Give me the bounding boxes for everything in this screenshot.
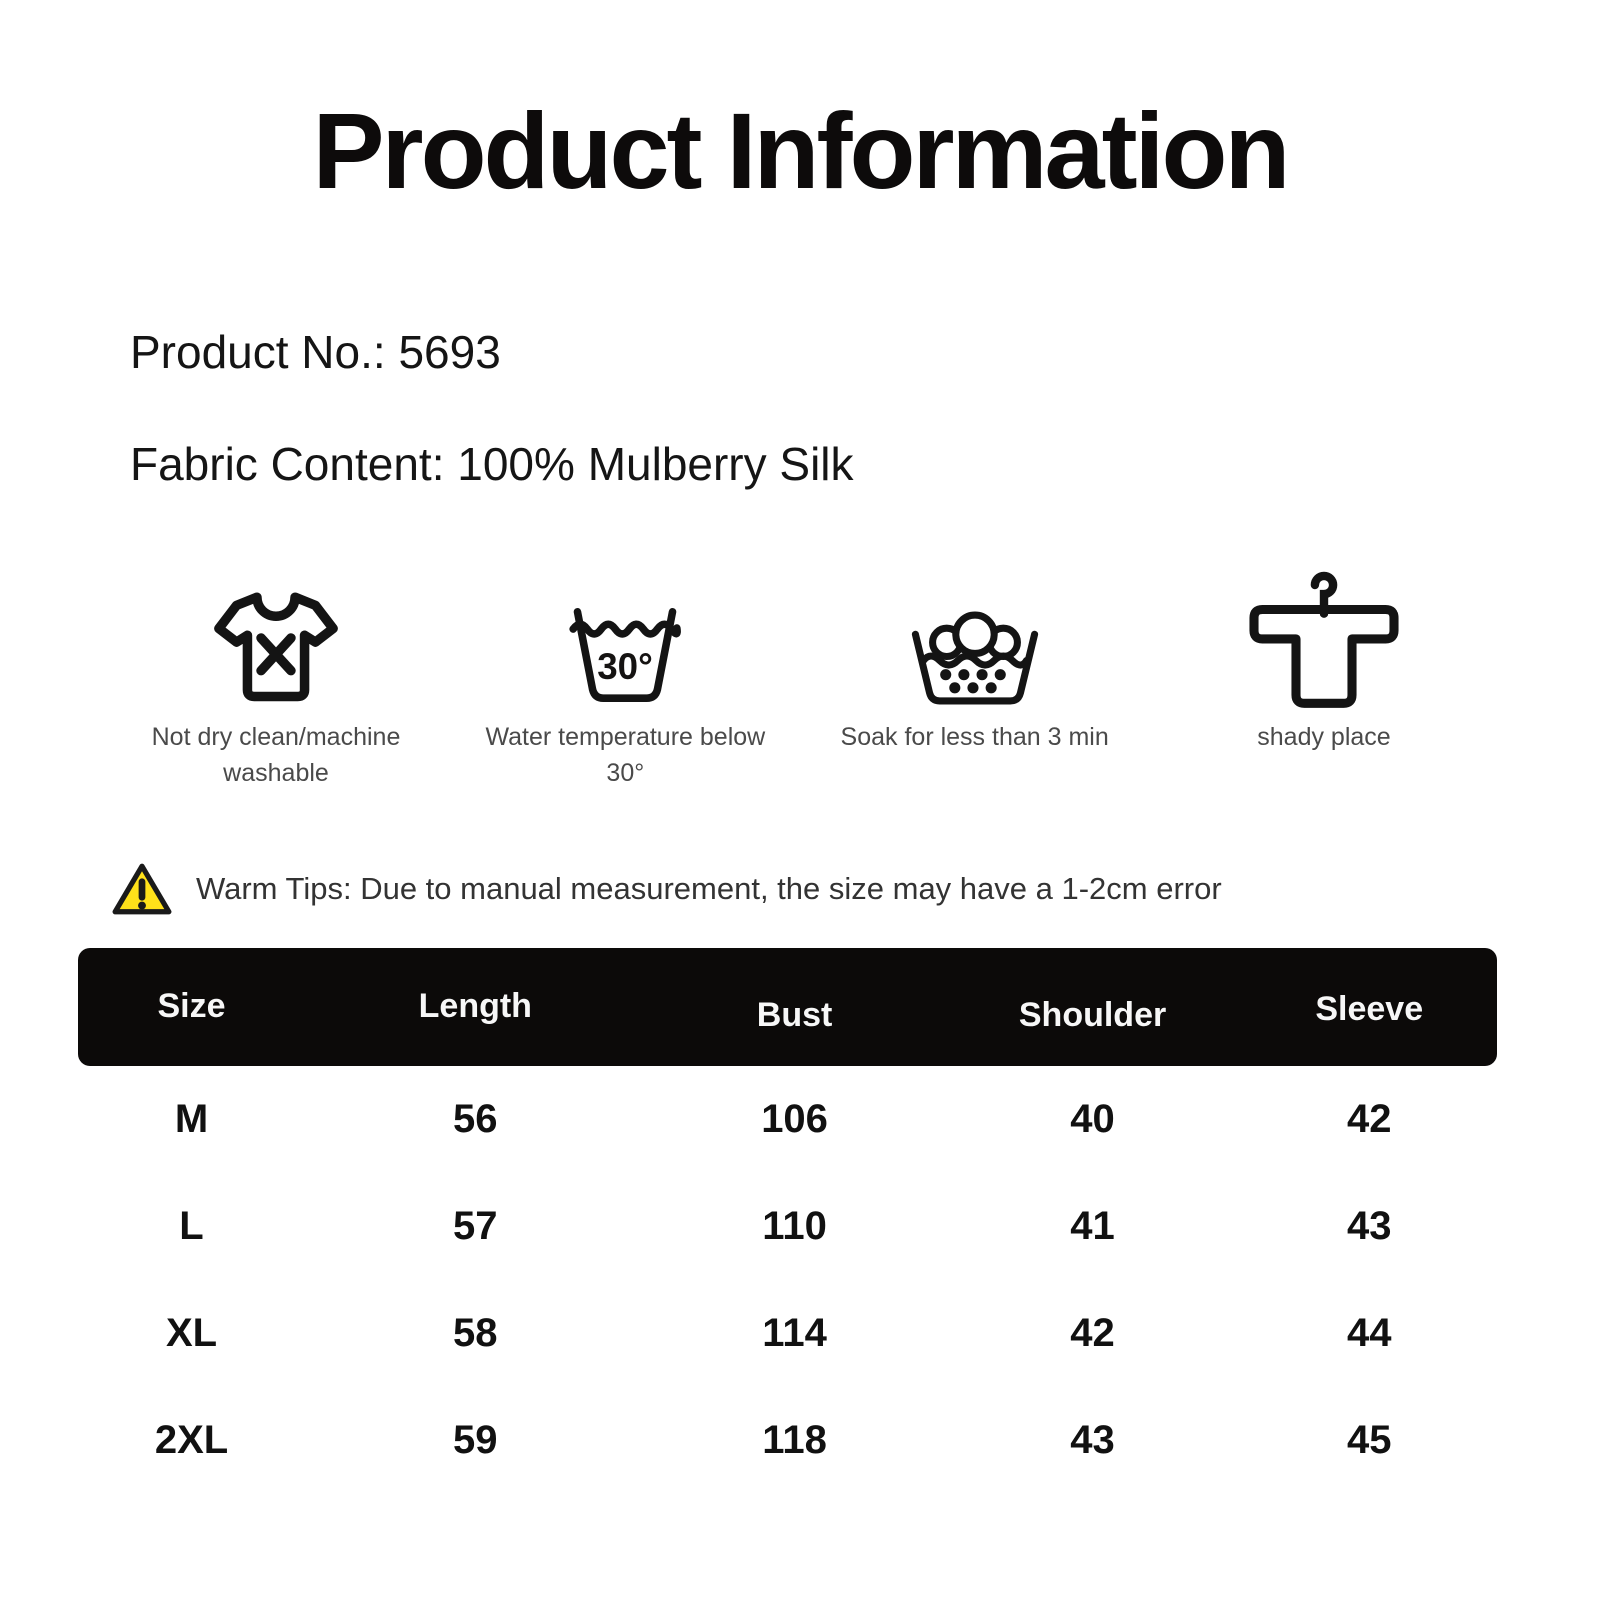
care-instructions-row: Not dry clean/machine washable 30° Water… [0,551,1600,792]
fabric-content-value: 100% Mulberry Silk [457,438,854,490]
care-caption: shady place [1257,723,1391,751]
hanger-icon [1240,551,1408,709]
size-chart-table: Size Length Bust Shoulder Sleeve M 56 10… [78,947,1497,1494]
cell-shoulder: 43 [1070,1417,1115,1462]
cell-length: 57 [453,1203,498,1248]
cell-length: 59 [453,1417,498,1462]
warning-text: Warm Tips: Due to manual measurement, th… [196,870,1222,906]
table-row: M 56 106 40 42 [78,1066,1497,1173]
product-info-block: Product No.: 5693 Fabric Content: 100% M… [130,325,1600,491]
care-caption: Not dry clean/machine washable [151,723,401,788]
fabric-content-line: Fabric Content: 100% Mulberry Silk [130,437,1600,491]
cell-size: L [179,1203,204,1248]
cell-bust: 106 [761,1096,828,1141]
table-row: 2XL 59 118 43 45 [78,1387,1497,1494]
fabric-content-label: Fabric Content: [130,438,445,490]
size-table-header: Size Length Bust Shoulder Sleeve [78,947,1497,1066]
care-caption: Soak for less than 3 min [840,723,1109,751]
water-temp-badge: 30° [598,646,654,687]
header-size: Size [157,987,226,1025]
cell-sleeve: 44 [1347,1310,1392,1355]
page-title: Product Information [312,90,1291,211]
cell-shoulder: 42 [1070,1310,1115,1355]
table-row: XL 58 114 42 44 [78,1280,1497,1387]
cell-length: 58 [453,1310,498,1355]
cell-size: M [174,1096,209,1141]
cell-bust: 114 [762,1310,827,1355]
care-caption: Water temperature below 30° [485,723,766,788]
header-bust: Bust [756,996,833,1034]
cell-shoulder: 41 [1070,1203,1115,1248]
cell-length: 56 [453,1096,498,1141]
product-no-line: Product No.: 5693 [130,325,1600,379]
table-row: L 57 110 41 43 [78,1173,1497,1280]
product-no-value: 5693 [398,326,501,378]
header-shoulder: Shoulder [1018,996,1167,1034]
care-item-no-machine-wash: Not dry clean/machine washable [120,551,432,792]
cell-size: XL [165,1310,218,1355]
warning-row: Warm Tips: Due to manual measurement, th… [112,862,1600,916]
cell-bust: 110 [762,1203,827,1248]
care-item-water-temp: 30° Water temperature below 30° [469,551,781,792]
water-temp-30-icon: 30° [560,551,690,709]
soak-basin-icon [899,551,1051,709]
warning-triangle-icon [112,863,172,914]
header-length: Length [418,987,532,1025]
header-sleeve: Sleeve [1315,990,1424,1028]
cell-sleeve: 45 [1347,1417,1392,1462]
no-machine-wash-icon [208,551,344,709]
care-item-shady-place: shady place [1168,551,1480,792]
cell-shoulder: 40 [1070,1096,1115,1141]
cell-sleeve: 43 [1347,1203,1392,1248]
cell-bust: 118 [762,1417,827,1462]
cell-size: 2XL [154,1417,229,1462]
care-item-soak: Soak for less than 3 min [819,551,1131,792]
cell-sleeve: 42 [1347,1096,1392,1141]
product-no-label: Product No.: [130,326,386,378]
